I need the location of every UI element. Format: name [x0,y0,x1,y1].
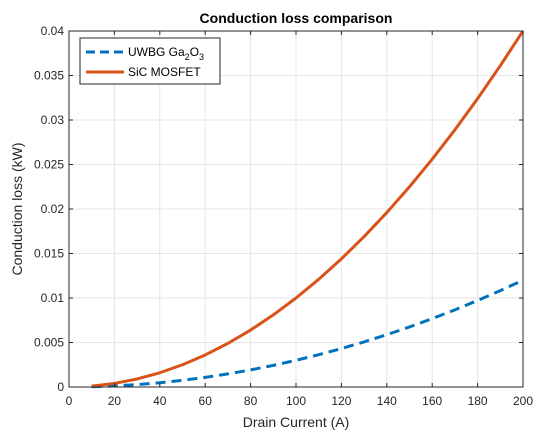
y-tick-label: 0.02 [41,202,65,216]
chart-title: Conduction loss comparison [200,10,393,26]
y-tick-label: 0.035 [34,69,64,83]
x-tick-label: 20 [108,394,122,408]
y-tick-label: 0.025 [34,158,64,172]
legend-label-sic: SiC MOSFET [128,65,201,79]
x-tick-label: 0 [66,394,73,408]
x-tick-label: 180 [468,394,488,408]
x-axis-label: Drain Current (A) [243,414,350,430]
x-tick-label: 140 [377,394,397,408]
y-tick-label: 0.005 [34,336,64,350]
y-tick-label: 0 [57,380,64,394]
x-tick-label: 120 [331,394,351,408]
series-line-1 [91,30,525,388]
y-axis-label: Conduction loss (kW) [9,142,25,275]
y-tick-label: 0.01 [41,291,65,305]
x-tick-label: 160 [422,394,442,408]
x-tick-label: 40 [153,394,167,408]
ticks: 0 20 40 60 80 100 120 140 160 180 200 0 0.005 0.01 0.0… [34,24,533,408]
x-tick-label: 60 [199,394,213,408]
series-line-0 [91,278,524,389]
y-tick-label: 0.015 [34,247,64,261]
y-tick-label: 0.04 [41,24,65,38]
legend-box [79,37,221,85]
legend-label-ga2o3: UWBG Ga2O3 [128,45,204,62]
y-tick-label: 0.03 [41,113,65,127]
x-tick-label: 80 [244,394,258,408]
series-group [91,30,525,389]
x-tick-label: 100 [286,394,306,408]
x-tick-label: 200 [513,394,533,408]
legend: UWBG Ga2O3 SiC MOSFET [79,37,221,85]
